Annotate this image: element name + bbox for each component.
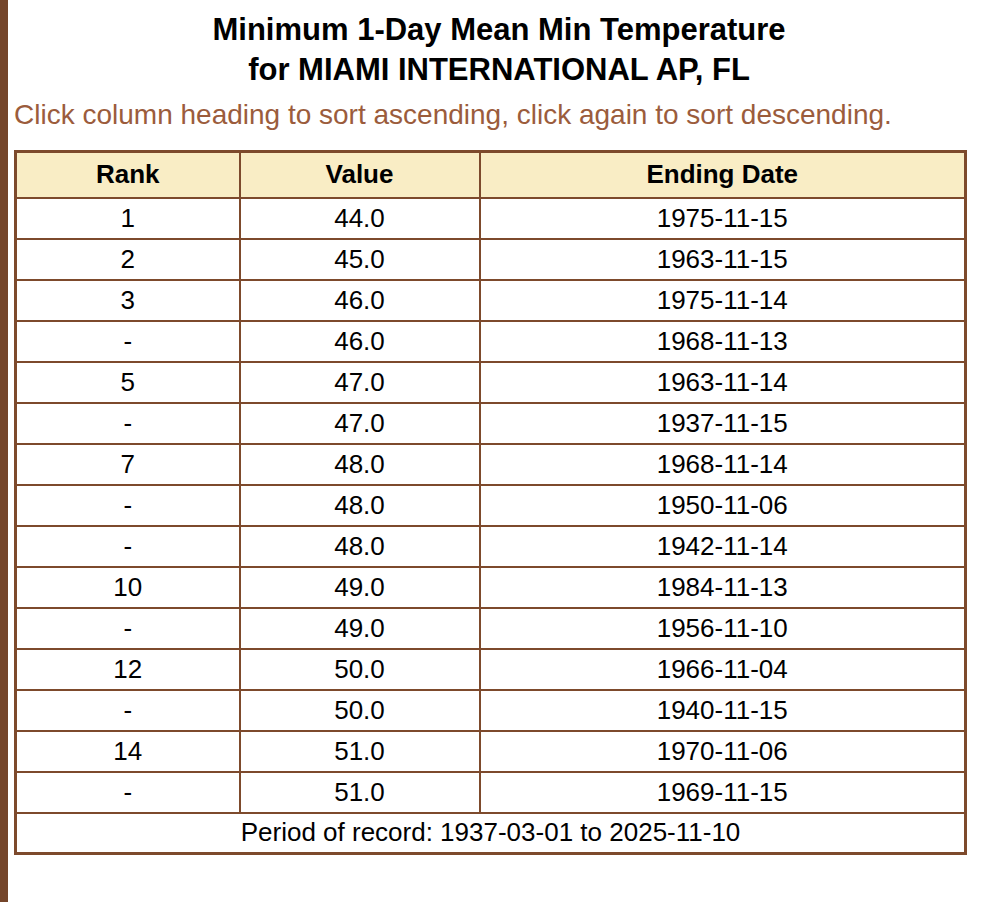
value-cell: 48.0 (240, 526, 480, 567)
rank-cell: - (16, 526, 240, 567)
rank-cell: 1 (16, 198, 240, 239)
period-of-record: Period of record: 1937-03-01 to 2025-11-… (16, 813, 966, 854)
rank-cell: 2 (16, 239, 240, 280)
ending-date-cell: 1963-11-15 (480, 239, 966, 280)
rank-cell: - (16, 690, 240, 731)
page-title: Minimum 1-Day Mean Min Temperature for M… (0, 10, 998, 90)
table-row: - 46.0 1968-11-13 (16, 321, 966, 362)
table-footer-row: Period of record: 1937-03-01 to 2025-11-… (16, 813, 966, 854)
value-cell: 49.0 (240, 608, 480, 649)
rank-cell: - (16, 608, 240, 649)
ending-date-cell: 1968-11-13 (480, 321, 966, 362)
ending-date-cell: 1975-11-15 (480, 198, 966, 239)
table-row: 3 46.0 1975-11-14 (16, 280, 966, 321)
rank-cell: 5 (16, 362, 240, 403)
value-cell: 44.0 (240, 198, 480, 239)
ending-date-cell: 1966-11-04 (480, 649, 966, 690)
table-row: 5 47.0 1963-11-14 (16, 362, 966, 403)
rank-cell: - (16, 772, 240, 813)
table-row: - 50.0 1940-11-15 (16, 690, 966, 731)
records-table: Rank Value Ending Date 1 44.0 1975-11-15… (14, 150, 967, 855)
value-cell: 48.0 (240, 444, 480, 485)
table-row: 12 50.0 1966-11-04 (16, 649, 966, 690)
rank-cell: 12 (16, 649, 240, 690)
rank-cell: 7 (16, 444, 240, 485)
table-header-row: Rank Value Ending Date (16, 152, 966, 198)
ending-date-cell: 1970-11-06 (480, 731, 966, 772)
table-row: - 48.0 1942-11-14 (16, 526, 966, 567)
column-header-ending-date[interactable]: Ending Date (480, 152, 966, 198)
ending-date-cell: 1942-11-14 (480, 526, 966, 567)
table-row: - 49.0 1956-11-10 (16, 608, 966, 649)
value-cell: 50.0 (240, 649, 480, 690)
rank-cell: - (16, 321, 240, 362)
value-cell: 48.0 (240, 485, 480, 526)
value-cell: 49.0 (240, 567, 480, 608)
ending-date-cell: 1969-11-15 (480, 772, 966, 813)
ending-date-cell: 1940-11-15 (480, 690, 966, 731)
rank-cell: 3 (16, 280, 240, 321)
table-row: 14 51.0 1970-11-06 (16, 731, 966, 772)
ending-date-cell: 1963-11-14 (480, 362, 966, 403)
table-row: - 51.0 1969-11-15 (16, 772, 966, 813)
value-cell: 51.0 (240, 772, 480, 813)
ending-date-cell: 1968-11-14 (480, 444, 966, 485)
value-cell: 50.0 (240, 690, 480, 731)
rank-cell: 14 (16, 731, 240, 772)
page-title-line1: Minimum 1-Day Mean Min Temperature (0, 10, 998, 50)
ending-date-cell: 1937-11-15 (480, 403, 966, 444)
page-left-border (0, 0, 8, 902)
value-cell: 45.0 (240, 239, 480, 280)
page-title-line2: for MIAMI INTERNATIONAL AP, FL (0, 50, 998, 90)
table-row: 10 49.0 1984-11-13 (16, 567, 966, 608)
page-header: Minimum 1-Day Mean Min Temperature for M… (0, 0, 998, 132)
value-cell: 46.0 (240, 321, 480, 362)
table-row: 2 45.0 1963-11-15 (16, 239, 966, 280)
value-cell: 47.0 (240, 362, 480, 403)
ending-date-cell: 1975-11-14 (480, 280, 966, 321)
value-cell: 47.0 (240, 403, 480, 444)
table-row: 1 44.0 1975-11-15 (16, 198, 966, 239)
table-row: - 47.0 1937-11-15 (16, 403, 966, 444)
column-header-rank[interactable]: Rank (16, 152, 240, 198)
column-header-value[interactable]: Value (240, 152, 480, 198)
ending-date-cell: 1956-11-10 (480, 608, 966, 649)
ending-date-cell: 1984-11-13 (480, 567, 966, 608)
rank-cell: - (16, 403, 240, 444)
rank-cell: - (16, 485, 240, 526)
value-cell: 46.0 (240, 280, 480, 321)
table-row: - 48.0 1950-11-06 (16, 485, 966, 526)
ending-date-cell: 1950-11-06 (480, 485, 966, 526)
value-cell: 51.0 (240, 731, 480, 772)
rank-cell: 10 (16, 567, 240, 608)
table-row: 7 48.0 1968-11-14 (16, 444, 966, 485)
sort-hint-text: Click column heading to sort ascending, … (14, 98, 998, 132)
